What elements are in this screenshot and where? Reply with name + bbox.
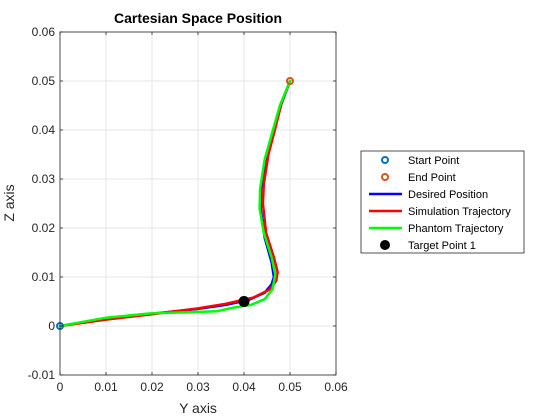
legend-item-simulation-trajectory: Simulation Trajectory [369,206,511,218]
target-point-1-marker [238,296,250,307]
legend-label: Target Point 1 [408,240,476,252]
simulation-trajectory-line [58,79,292,328]
legend-label: Start Point [408,155,459,167]
phantom-trajectory-line [58,79,292,328]
y-tick-label: 0.06 [32,25,56,39]
chart-title: Cartesian Space Position [114,10,282,26]
legend-item-start-point: Start Point [381,155,459,167]
x-tick-label: 0.06 [324,380,348,394]
y-axis-label: Z axis [1,184,17,221]
x-tick-label: 0.02 [140,380,164,394]
x-axis-label: Y axis [179,400,217,416]
legend: Start Point End Point Desired Position Simu… [360,150,525,254]
legend-label: End Point [408,172,456,184]
x-tick-label: 0.03 [186,380,210,394]
legend-item-phantom-trajectory: Phantom Trajectory [369,223,504,235]
y-tick-label: 0.03 [32,172,56,186]
y-tick-label: 0.05 [32,74,56,88]
legend-item-end-point: End Point [381,172,456,184]
legend-item-desired-position: Desired Position [369,189,488,201]
y-tick-label: 0.02 [32,221,56,235]
x-tick-label: 0 [57,380,64,394]
y-tick-label: 0 [48,319,55,333]
x-tick-label: 0.05 [278,380,302,394]
legend-swatch [380,240,390,250]
legend-box [360,150,525,254]
legend-item-target-point-1: Target Point 1 [380,240,476,252]
legend-swatch [381,156,389,164]
y-tick-label: 0.04 [32,123,56,137]
legend-swatch [381,173,389,181]
legend-label: Desired Position [408,189,488,201]
end-point-marker [286,77,294,85]
y-tick-label: -0.01 [28,368,56,382]
y-tick-label: 0.01 [32,270,56,284]
legend-label: Phantom Trajectory [408,223,504,235]
x-tick-label: 0.01 [94,380,118,394]
legend-label: Simulation Trajectory [408,206,511,218]
ticks: 0 0.01 0.02 0.03 0.04 0.05 0.06-0.0100.010.020… [28,25,348,394]
x-tick-label: 0.04 [232,380,256,394]
